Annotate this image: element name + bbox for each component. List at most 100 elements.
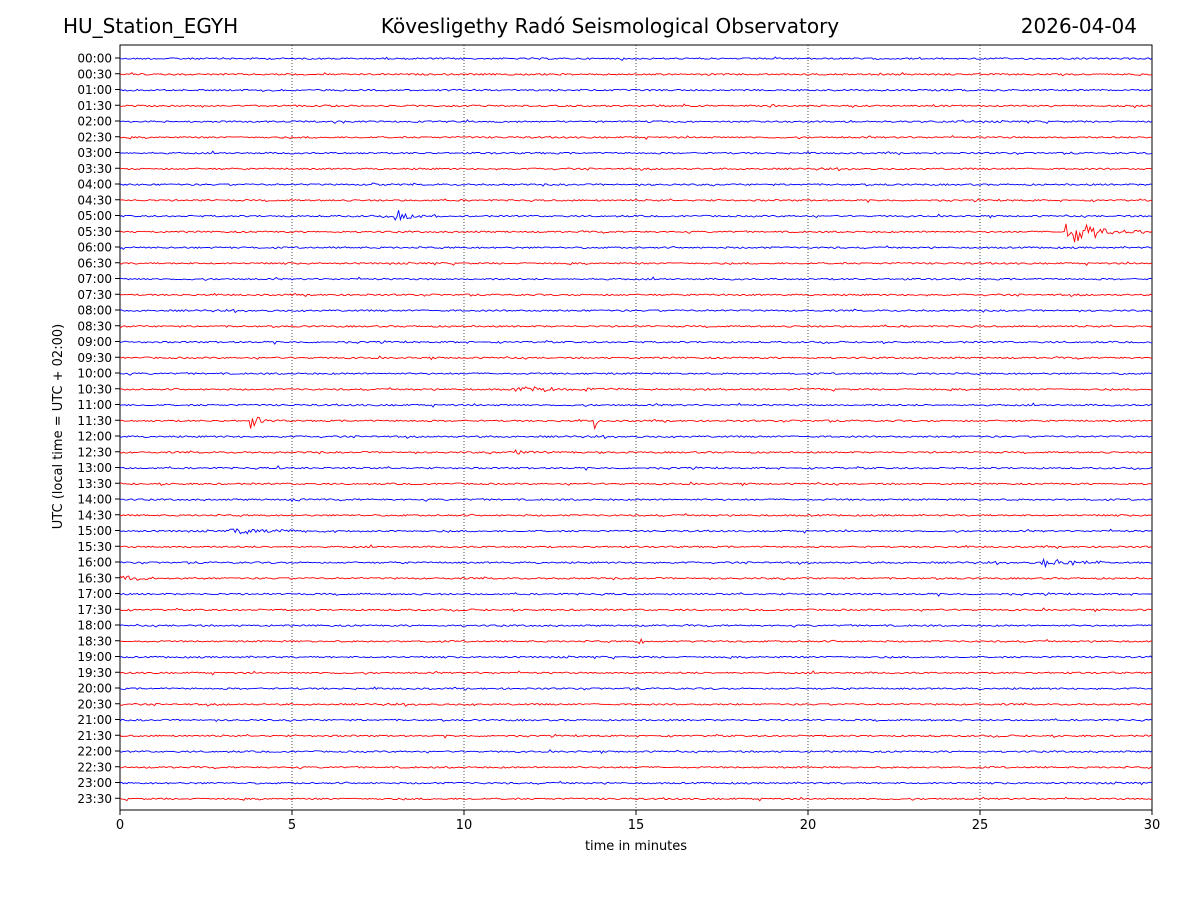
y-tick-label: 11:30 <box>77 414 112 428</box>
y-tick-label: 13:00 <box>77 461 112 475</box>
trace-0330 <box>119 167 1153 172</box>
chart-title: Kövesligethy Radó Seismological Observat… <box>380 14 840 38</box>
y-tick-label: 12:30 <box>77 445 112 459</box>
trace-1000 <box>119 371 1153 376</box>
y-tick-label: 02:00 <box>77 115 112 129</box>
trace-0500 <box>119 210 1153 222</box>
traces <box>119 56 1153 802</box>
y-tick-label: 12:00 <box>77 430 112 444</box>
trace-1230 <box>119 449 1153 455</box>
y-tick-label: 16:30 <box>77 571 112 585</box>
trace-0530 <box>119 223 1153 243</box>
y-tick-label: 09:00 <box>77 335 112 349</box>
trace-1100 <box>119 402 1153 408</box>
trace-2300 <box>119 780 1153 786</box>
y-tick-label: 07:00 <box>77 272 112 286</box>
y-tick-label: 01:30 <box>77 99 112 113</box>
y-tick-label: 03:30 <box>77 162 112 176</box>
trace-1730 <box>119 607 1153 613</box>
trace-1700 <box>119 592 1153 597</box>
y-tick-label: 13:30 <box>77 477 112 491</box>
trace-2030 <box>119 702 1153 707</box>
y-tick-label: 05:00 <box>77 209 112 223</box>
y-tick-label: 22:00 <box>77 745 112 759</box>
y-axis-label: UTC (local time = UTC + 02:00) <box>51 324 66 529</box>
y-tick-label: 21:00 <box>77 713 112 727</box>
y-tick-label: 19:00 <box>77 650 112 664</box>
trace-0100 <box>119 88 1153 93</box>
trace-1300 <box>119 465 1153 471</box>
x-tick-label: 20 <box>800 818 817 833</box>
trace-0200 <box>119 119 1153 125</box>
grid-lines <box>291 45 981 810</box>
y-tick-label: 11:00 <box>77 398 112 412</box>
trace-1830 <box>120 637 1153 645</box>
y-tick-label: 19:30 <box>77 666 112 680</box>
y-tick-label: 06:30 <box>77 256 112 270</box>
trace-1530 <box>119 544 1153 549</box>
trace-1130 <box>119 416 1153 431</box>
y-tick-label: 15:00 <box>77 524 112 538</box>
trace-1400 <box>119 497 1153 503</box>
trace-1500 <box>119 528 1153 535</box>
trace-1200 <box>119 434 1153 440</box>
y-tick-label: 08:00 <box>77 304 112 318</box>
trace-0300 <box>119 150 1153 156</box>
y-tick-label: 10:00 <box>77 367 112 381</box>
y-tick-label: 14:30 <box>77 508 112 522</box>
y-tick-label: 14:00 <box>77 493 112 507</box>
trace-2200 <box>119 749 1153 755</box>
y-tick-label: 20:30 <box>77 697 112 711</box>
trace-0700 <box>119 276 1153 281</box>
y-tick-label: 06:00 <box>77 241 112 255</box>
trace-1630 <box>119 575 1153 581</box>
y-tick-label: 09:30 <box>77 351 112 365</box>
trace-2130 <box>119 733 1153 739</box>
trace-2100 <box>119 718 1153 723</box>
y-tick-label: 08:30 <box>77 319 112 333</box>
trace-2000 <box>119 686 1153 691</box>
y-tick-label: 01:00 <box>77 83 112 97</box>
trace-0630 <box>119 261 1153 267</box>
trace-0900 <box>119 340 1153 345</box>
x-tick-label: 30 <box>1144 818 1161 833</box>
y-tick-label: 18:00 <box>77 619 112 633</box>
y-tick-label: 17:00 <box>77 587 112 601</box>
x-tick-label: 5 <box>288 818 296 833</box>
trace-0000 <box>120 56 1153 61</box>
trace-0800 <box>119 308 1153 314</box>
x-tick-label: 0 <box>116 818 124 833</box>
x-tick-label: 15 <box>628 818 645 833</box>
y-tick-label: 20:00 <box>77 682 112 696</box>
trace-0400 <box>119 182 1153 187</box>
trace-1930 <box>119 670 1153 676</box>
y-tick-label: 04:30 <box>77 193 112 207</box>
x-axis-label: time in minutes <box>585 839 687 854</box>
y-tick-label: 18:30 <box>77 634 112 648</box>
y-tick-label: 00:00 <box>77 52 112 66</box>
trace-2230 <box>120 765 1153 770</box>
y-tick-label: 15:30 <box>77 540 112 554</box>
y-tick-label: 05:30 <box>77 225 112 239</box>
trace-0130 <box>119 103 1152 109</box>
y-tick-label: 16:00 <box>77 556 112 570</box>
y-tick-label: 04:00 <box>77 178 112 192</box>
y-tick-label: 22:30 <box>77 760 112 774</box>
trace-1330 <box>120 481 1153 487</box>
y-tick-label: 03:00 <box>77 146 112 160</box>
y-tick-label: 02:30 <box>77 130 112 144</box>
trace-0030 <box>119 72 1153 77</box>
x-ticks: 0 5 10 15 20 25 30 <box>116 810 1160 833</box>
trace-1430 <box>119 512 1153 518</box>
x-tick-label: 10 <box>456 818 473 833</box>
trace-0930 <box>120 355 1153 361</box>
trace-0430 <box>119 198 1153 204</box>
trace-0830 <box>119 324 1153 329</box>
y-tick-label: 10:30 <box>77 382 112 396</box>
trace-0730 <box>119 292 1153 298</box>
station-label: HU_Station_EGYH <box>63 14 239 38</box>
y-tick-label: 23:30 <box>77 792 112 806</box>
